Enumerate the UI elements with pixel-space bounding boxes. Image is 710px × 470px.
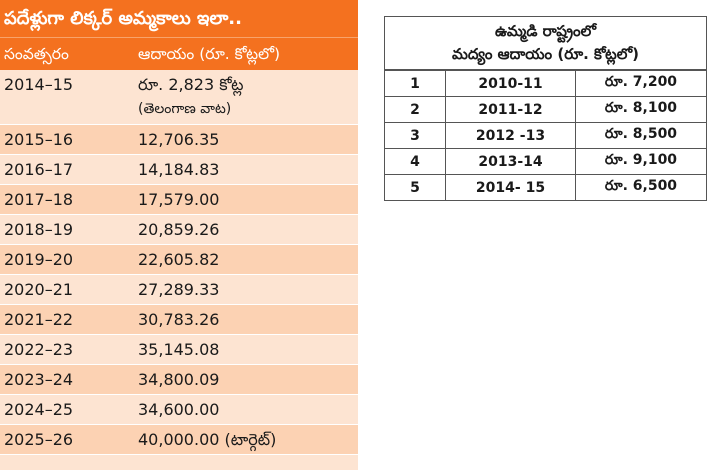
revenue-column-header: ఆదాయం (రూ. కోట్లలో) xyxy=(138,45,281,63)
year-cell: 2015–16 xyxy=(4,130,74,149)
revenue-table: 1 2010-11 రూ. 7,200 2 2011-12 రూ. 8,100 … xyxy=(385,70,706,200)
year-cell: 2022–23 xyxy=(4,340,74,359)
year-cell: 2018–19 xyxy=(4,220,74,239)
table-row: 3 2012 -13 రూ. 8,500 xyxy=(385,122,706,149)
year-cell: 2014- 15 xyxy=(445,174,576,200)
liquor-sales-decade-table: పదేళ్లుగా లిక్కర్ అమ్మకాలు ఇలా.. సంవత్సర… xyxy=(0,0,358,470)
table-row: 2022–23 35,145.08 xyxy=(0,335,358,365)
table-row: 2017–18 17,579.00 xyxy=(0,185,358,215)
revenue-cell: రూ. 8,100 xyxy=(575,96,706,123)
year-cell: 2010-11 xyxy=(445,70,576,97)
year-cell: 2014–15 xyxy=(4,75,74,94)
year-cell: 2020–21 xyxy=(4,280,74,299)
revenue-cell: 20,859.26 xyxy=(138,220,220,239)
revenue-value: రూ. 2,823 కోట్ల xyxy=(138,75,244,94)
revenue-cell: 27,289.33 xyxy=(138,280,220,299)
table-row: 2021–22 30,783.26 xyxy=(0,305,358,335)
revenue-cell: 34,600.00 xyxy=(138,400,220,419)
year-cell: 2021–22 xyxy=(4,310,74,329)
serial-number-cell: 4 xyxy=(385,148,446,175)
table-row: 2023–24 34,800.09 xyxy=(0,365,358,395)
serial-number-cell: 3 xyxy=(385,122,446,149)
table-row: 2024–25 34,600.00 xyxy=(0,395,358,425)
table-header-row: సంవత్సరం ఆదాయం (రూ. కోట్లలో) xyxy=(0,37,358,70)
table-title-line-1: ఉమ్మడి రాష్ట్రంలో xyxy=(494,22,597,40)
serial-number-cell: 5 xyxy=(385,174,446,200)
table-row: 2016–17 14,184.83 xyxy=(0,155,358,185)
year-cell: 2019–20 xyxy=(4,250,74,269)
table-row: 2018–19 20,859.26 xyxy=(0,215,358,245)
year-cell: 2023–24 xyxy=(4,370,74,389)
table-row: 2015–16 12,706.35 xyxy=(0,125,358,155)
year-cell: 2017–18 xyxy=(4,190,74,209)
table-row: 5 2014- 15 రూ. 6,500 xyxy=(385,174,706,200)
revenue-note: (తెలంగాణ వాట) xyxy=(138,101,232,117)
table-row: 2014–15 రూ. 2,823 కోట్ల (తెలంగాణ వాట) xyxy=(0,70,358,125)
year-column-header: సంవత్సరం xyxy=(4,45,69,63)
table-row: 2025–26 40,000.00 (టార్గెట్) xyxy=(0,425,358,455)
revenue-cell: 14,184.83 xyxy=(138,160,220,179)
year-cell: 2011-12 xyxy=(445,96,576,123)
revenue-cell: రూ. 8,500 xyxy=(575,122,706,149)
year-cell: 2012 -13 xyxy=(445,122,576,149)
revenue-cell: రూ. 2,823 కోట్ల (తెలంగాణ వాట) xyxy=(138,72,243,122)
revenue-cell: 12,706.35 xyxy=(138,130,220,149)
table-row: 2 2011-12 రూ. 8,100 xyxy=(385,96,706,123)
serial-number-cell: 1 xyxy=(385,70,446,97)
revenue-cell: రూ. 7,200 xyxy=(575,70,706,97)
year-cell: 2024–25 xyxy=(4,400,74,419)
table-title: ఉమ్మడి రాష్ట్రంలో మద్యం ఆదాయం (రూ. కోట్ల… xyxy=(385,17,706,70)
year-cell: 2016–17 xyxy=(4,160,74,179)
revenue-cell: 34,800.09 xyxy=(138,370,220,389)
table-row: 2019–20 22,605.82 xyxy=(0,245,358,275)
revenue-cell: 40,000.00 (టార్గెట్) xyxy=(138,430,277,449)
table-row: 4 2013-14 రూ. 9,100 xyxy=(385,148,706,175)
united-state-liquor-revenue-table: ఉమ్మడి రాష్ట్రంలో మద్యం ఆదాయం (రూ. కోట్ల… xyxy=(384,16,707,201)
revenue-cell: 22,605.82 xyxy=(138,250,220,269)
table-title-line-2: మద్యం ఆదాయం (రూ. కోట్లలో) xyxy=(451,45,640,63)
revenue-cell: 30,783.26 xyxy=(138,310,220,329)
revenue-cell: రూ. 9,100 xyxy=(575,148,706,175)
year-cell: 2025–26 xyxy=(4,430,74,449)
year-cell: 2013-14 xyxy=(445,148,576,175)
table-title: పదేళ్లుగా లిక్కర్ అమ్మకాలు ఇలా.. xyxy=(0,0,358,37)
table-row: 2020–21 27,289.33 xyxy=(0,275,358,305)
revenue-cell: రూ. 6,500 xyxy=(575,174,706,200)
table-row: 1 2010-11 రూ. 7,200 xyxy=(385,70,706,97)
serial-number-cell: 2 xyxy=(385,96,446,123)
revenue-cell: 17,579.00 xyxy=(138,190,220,209)
revenue-cell: 35,145.08 xyxy=(138,340,220,359)
